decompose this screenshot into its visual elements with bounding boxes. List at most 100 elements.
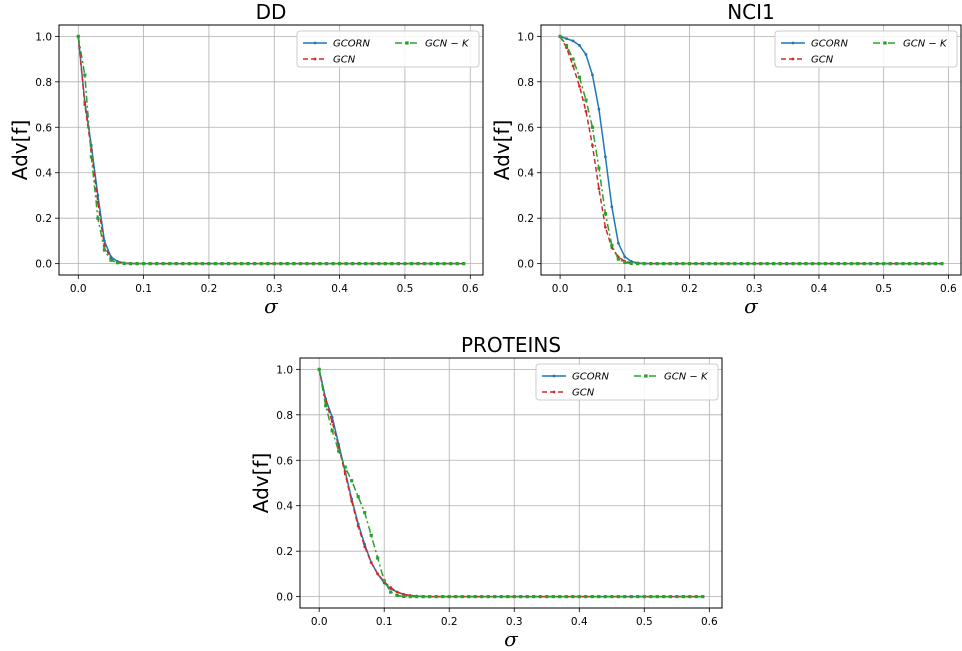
data-point — [135, 262, 139, 266]
data-point — [700, 262, 705, 266]
series-line-gcn — [559, 35, 942, 265]
data-point — [200, 262, 205, 266]
legend: GCORN GCN GCN − K — [774, 30, 958, 68]
x-tick-label: 0.0 — [70, 283, 87, 295]
data-point — [174, 262, 178, 266]
data-point — [532, 595, 536, 599]
data-point — [292, 262, 296, 266]
data-point — [675, 595, 679, 599]
data-point — [396, 262, 400, 266]
data-point — [564, 595, 568, 599]
data-point — [109, 258, 113, 262]
data-point — [603, 225, 607, 229]
data-point — [907, 262, 912, 266]
y-tick-label: 0.4 — [276, 501, 293, 513]
data-point — [337, 449, 341, 453]
legend-label: GCN − K — [903, 39, 948, 50]
legend-marker — [552, 374, 556, 378]
x-tick-label: 0.3 — [746, 283, 763, 295]
data-point — [506, 595, 510, 599]
y-tick-label: 1.0 — [35, 31, 52, 43]
y-tick-label: 0.0 — [517, 259, 534, 271]
data-point — [940, 262, 944, 266]
data-point — [694, 262, 698, 266]
data-point — [442, 262, 446, 266]
data-point — [591, 144, 594, 147]
legend-marker — [644, 374, 648, 378]
legend-marker — [313, 57, 317, 61]
chart-panel-3: 0.0 0.1 0.2 0.3 0.4 0.5 0.6 0.0 0.2 0.4 0.6 0.8 1.0 G… — [249, 333, 723, 651]
data-point — [584, 109, 588, 113]
data-point — [181, 262, 185, 266]
data-point — [168, 262, 172, 266]
data-point — [772, 262, 776, 266]
data-point — [642, 595, 646, 599]
data-point — [246, 262, 250, 266]
data-point — [707, 262, 711, 266]
data-point — [76, 34, 80, 38]
data-point — [330, 429, 334, 433]
data-point — [103, 239, 106, 243]
data-point — [317, 367, 321, 371]
data-point — [324, 404, 328, 408]
data-point — [538, 595, 542, 599]
data-point — [499, 595, 503, 599]
legend-label: GCN − K — [425, 39, 470, 50]
legend: GCORN GCN GCN − K — [535, 363, 719, 401]
data-point — [869, 262, 873, 266]
data-point — [733, 262, 737, 266]
data-point — [343, 465, 347, 469]
data-point — [571, 64, 575, 68]
data-point — [668, 262, 672, 266]
data-point — [784, 262, 789, 266]
data-point — [403, 262, 407, 266]
data-point — [311, 262, 316, 266]
data-point — [701, 595, 705, 599]
data-point — [480, 595, 484, 599]
data-point — [415, 595, 419, 599]
plot-frame — [58, 24, 484, 276]
data-point — [545, 595, 549, 599]
data-point — [233, 262, 237, 266]
x-tick-label: 0.2 — [201, 283, 218, 295]
data-point — [759, 262, 763, 266]
data-point — [843, 262, 847, 266]
data-point — [584, 98, 588, 102]
data-point — [927, 262, 931, 266]
x-axis-label: σ — [744, 294, 759, 318]
plot-frame — [299, 357, 723, 609]
data-point — [83, 103, 87, 106]
x-tick-label: 0.0 — [311, 616, 328, 628]
legend-label: GCORN — [333, 39, 371, 50]
data-point — [395, 590, 399, 594]
data-point — [662, 262, 666, 266]
data-point — [616, 257, 620, 261]
chart-title: NCI1 — [727, 0, 775, 24]
legend-label: GCN — [572, 388, 595, 399]
x-tick-label: 0.1 — [616, 283, 633, 295]
data-point — [389, 586, 393, 589]
data-point — [128, 262, 133, 266]
data-point — [888, 262, 892, 266]
data-point — [376, 572, 380, 576]
data-point — [337, 262, 342, 266]
data-point — [213, 262, 218, 266]
data-point — [623, 595, 627, 599]
data-point — [402, 594, 406, 599]
x-tick-label: 0.5 — [875, 283, 892, 295]
data-point — [279, 262, 283, 266]
data-point — [226, 262, 231, 266]
y-tick-label: 1.0 — [276, 364, 293, 376]
data-point — [603, 212, 607, 216]
data-point — [435, 262, 440, 266]
data-point — [377, 262, 381, 266]
data-point — [266, 262, 270, 266]
data-point — [331, 262, 335, 266]
data-point — [454, 595, 458, 599]
data-point — [356, 522, 360, 526]
data-point — [416, 262, 420, 266]
legend-marker — [313, 41, 317, 45]
data-point — [467, 595, 471, 599]
y-tick-label: 1.0 — [517, 31, 534, 43]
data-point — [597, 107, 601, 111]
